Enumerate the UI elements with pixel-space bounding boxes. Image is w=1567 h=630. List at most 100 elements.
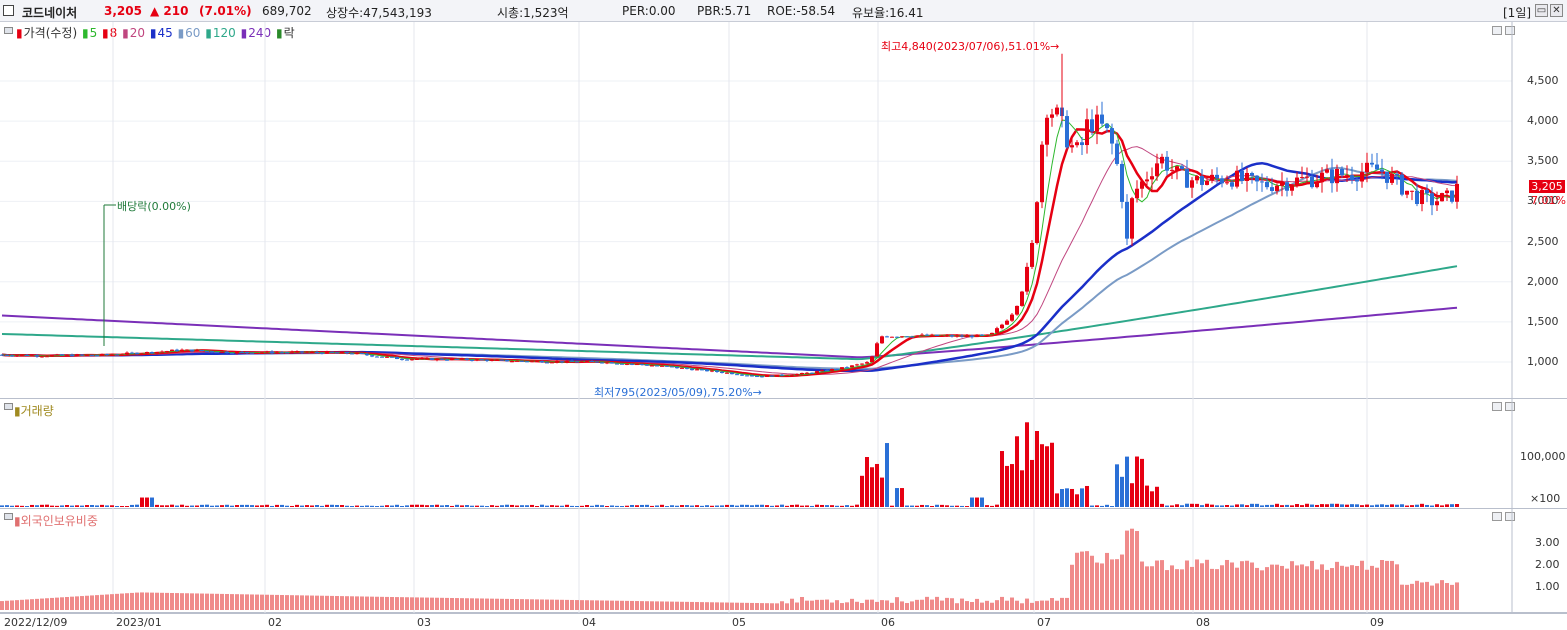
panel-maximize-icon[interactable] xyxy=(1492,402,1502,411)
x-axis-tick: 03 xyxy=(417,616,431,629)
panel-close-icon[interactable] xyxy=(1505,512,1515,521)
foreign-ratio-bar xyxy=(160,592,164,610)
foreign-ratio-bar xyxy=(1340,565,1344,610)
candle-body xyxy=(1285,182,1289,191)
foreign-ratio-bar xyxy=(240,594,244,610)
volume-bar xyxy=(40,504,44,507)
candle-body xyxy=(390,356,394,358)
candle-body xyxy=(615,363,619,365)
foreign-ratio-bar xyxy=(1110,559,1114,610)
panel-close-icon[interactable] xyxy=(1505,26,1515,35)
foreign-ratio-bar xyxy=(210,593,214,610)
foreign-ratio-bar xyxy=(220,593,224,610)
candle-body xyxy=(1075,142,1079,146)
foreign-ratio-bar xyxy=(155,592,159,610)
foreign-ratio-bar xyxy=(660,601,664,610)
candle-body xyxy=(750,375,754,377)
volume-bar xyxy=(105,505,109,507)
candle-body xyxy=(1000,324,1004,329)
foreign-ratio-bar xyxy=(480,598,484,610)
foreign-ratio-bar xyxy=(330,595,334,610)
volume-bar xyxy=(680,505,684,507)
volume-bar xyxy=(1060,489,1064,507)
legend-ma45[interactable]: 45 xyxy=(157,26,173,40)
foreign-ratio-bar xyxy=(1400,584,1404,610)
legend-ma20[interactable]: 20 xyxy=(129,26,146,40)
legend-ma120[interactable]: 120 xyxy=(212,26,236,40)
volume-bar xyxy=(1300,505,1304,507)
candle-body xyxy=(810,372,814,374)
price-axis-tick: 2,500 xyxy=(1527,234,1559,248)
legend-ma60[interactable]: 60 xyxy=(185,26,201,40)
legend-ma45-marker: ▮ xyxy=(149,26,157,40)
candle-body xyxy=(0,354,4,356)
candle-body xyxy=(605,362,609,364)
volume-bar xyxy=(175,505,179,507)
panel-menu-icon[interactable] xyxy=(4,513,13,520)
foreign-ratio-bar xyxy=(1310,560,1314,610)
volume-bar xyxy=(1450,504,1454,507)
panel-menu-icon[interactable] xyxy=(4,27,13,34)
period-selector[interactable]: [1일] xyxy=(1503,6,1532,20)
foreign-ratio-bar xyxy=(1270,564,1274,610)
candle-body xyxy=(1020,291,1024,306)
restore-icon[interactable]: ▭ xyxy=(1535,4,1548,17)
stock-name[interactable]: 코드네이처 xyxy=(22,6,78,20)
volume-bar xyxy=(755,504,759,507)
foreign-ratio-bar xyxy=(395,597,399,610)
legend-drop[interactable]: 락 xyxy=(283,26,295,40)
volume-bar xyxy=(400,505,404,507)
volume-bar xyxy=(475,505,479,507)
legend-price[interactable]: 가격(수정) xyxy=(23,26,78,40)
panel-maximize-icon[interactable] xyxy=(1492,512,1502,521)
price-change-pct: (7.01%) xyxy=(199,4,252,18)
candle-body xyxy=(250,352,254,354)
foreign-ratio-bar xyxy=(335,596,339,610)
volume-bar xyxy=(860,475,864,507)
candle-body xyxy=(1395,173,1399,175)
foreign-ratio-bar xyxy=(1360,560,1364,610)
panel-maximize-icon[interactable] xyxy=(1492,26,1502,35)
candle-body xyxy=(1015,305,1019,315)
foreign-ratio-bar xyxy=(905,603,909,610)
foreign-ratio-bar xyxy=(530,599,534,610)
volume-bar xyxy=(565,504,569,507)
foreign-ratio-bar xyxy=(900,601,904,610)
panel-close-icon[interactable] xyxy=(1505,402,1515,411)
volume-bar xyxy=(840,505,844,507)
candle-body xyxy=(335,352,339,354)
candle-body xyxy=(435,358,439,361)
price-axis-tick: 4,500 xyxy=(1527,74,1559,87)
volume-bar xyxy=(1305,503,1309,507)
legend-ma5-marker: ▮ xyxy=(81,26,89,40)
volume-bar xyxy=(1395,504,1399,507)
volume-bar xyxy=(260,505,264,507)
foreign-ratio-bar xyxy=(1255,567,1259,610)
foreign-ratio-bar xyxy=(620,600,624,610)
price-axis-tick: 1,500 xyxy=(1527,314,1559,328)
volume-bar xyxy=(185,505,189,507)
candle-body xyxy=(765,375,769,377)
select-checkbox[interactable] xyxy=(3,5,14,16)
legend-ma5[interactable]: 5 xyxy=(89,26,98,40)
foreign-ratio-bar xyxy=(460,598,464,610)
candle-body xyxy=(1375,164,1379,170)
foreign-ratio-bar xyxy=(425,597,429,610)
volume-bar xyxy=(1345,504,1349,507)
foreign-ratio-bar xyxy=(195,593,199,610)
candlesticks xyxy=(0,101,1459,378)
volume-bar xyxy=(575,505,579,507)
foreign-ratio-bar xyxy=(1080,551,1084,610)
foreign-ratio-bar xyxy=(200,593,204,610)
panel-menu-icon[interactable] xyxy=(4,403,13,410)
candle-body xyxy=(1155,163,1159,177)
candle-body xyxy=(1315,182,1319,188)
volume-bar xyxy=(1365,504,1369,507)
foreign-ratio-bar xyxy=(1320,564,1324,610)
candle-body xyxy=(1245,172,1249,181)
close-icon[interactable]: ✕ xyxy=(1550,4,1563,17)
candle-body xyxy=(815,371,819,374)
volume-bar xyxy=(515,505,519,507)
candle-body xyxy=(380,356,384,358)
